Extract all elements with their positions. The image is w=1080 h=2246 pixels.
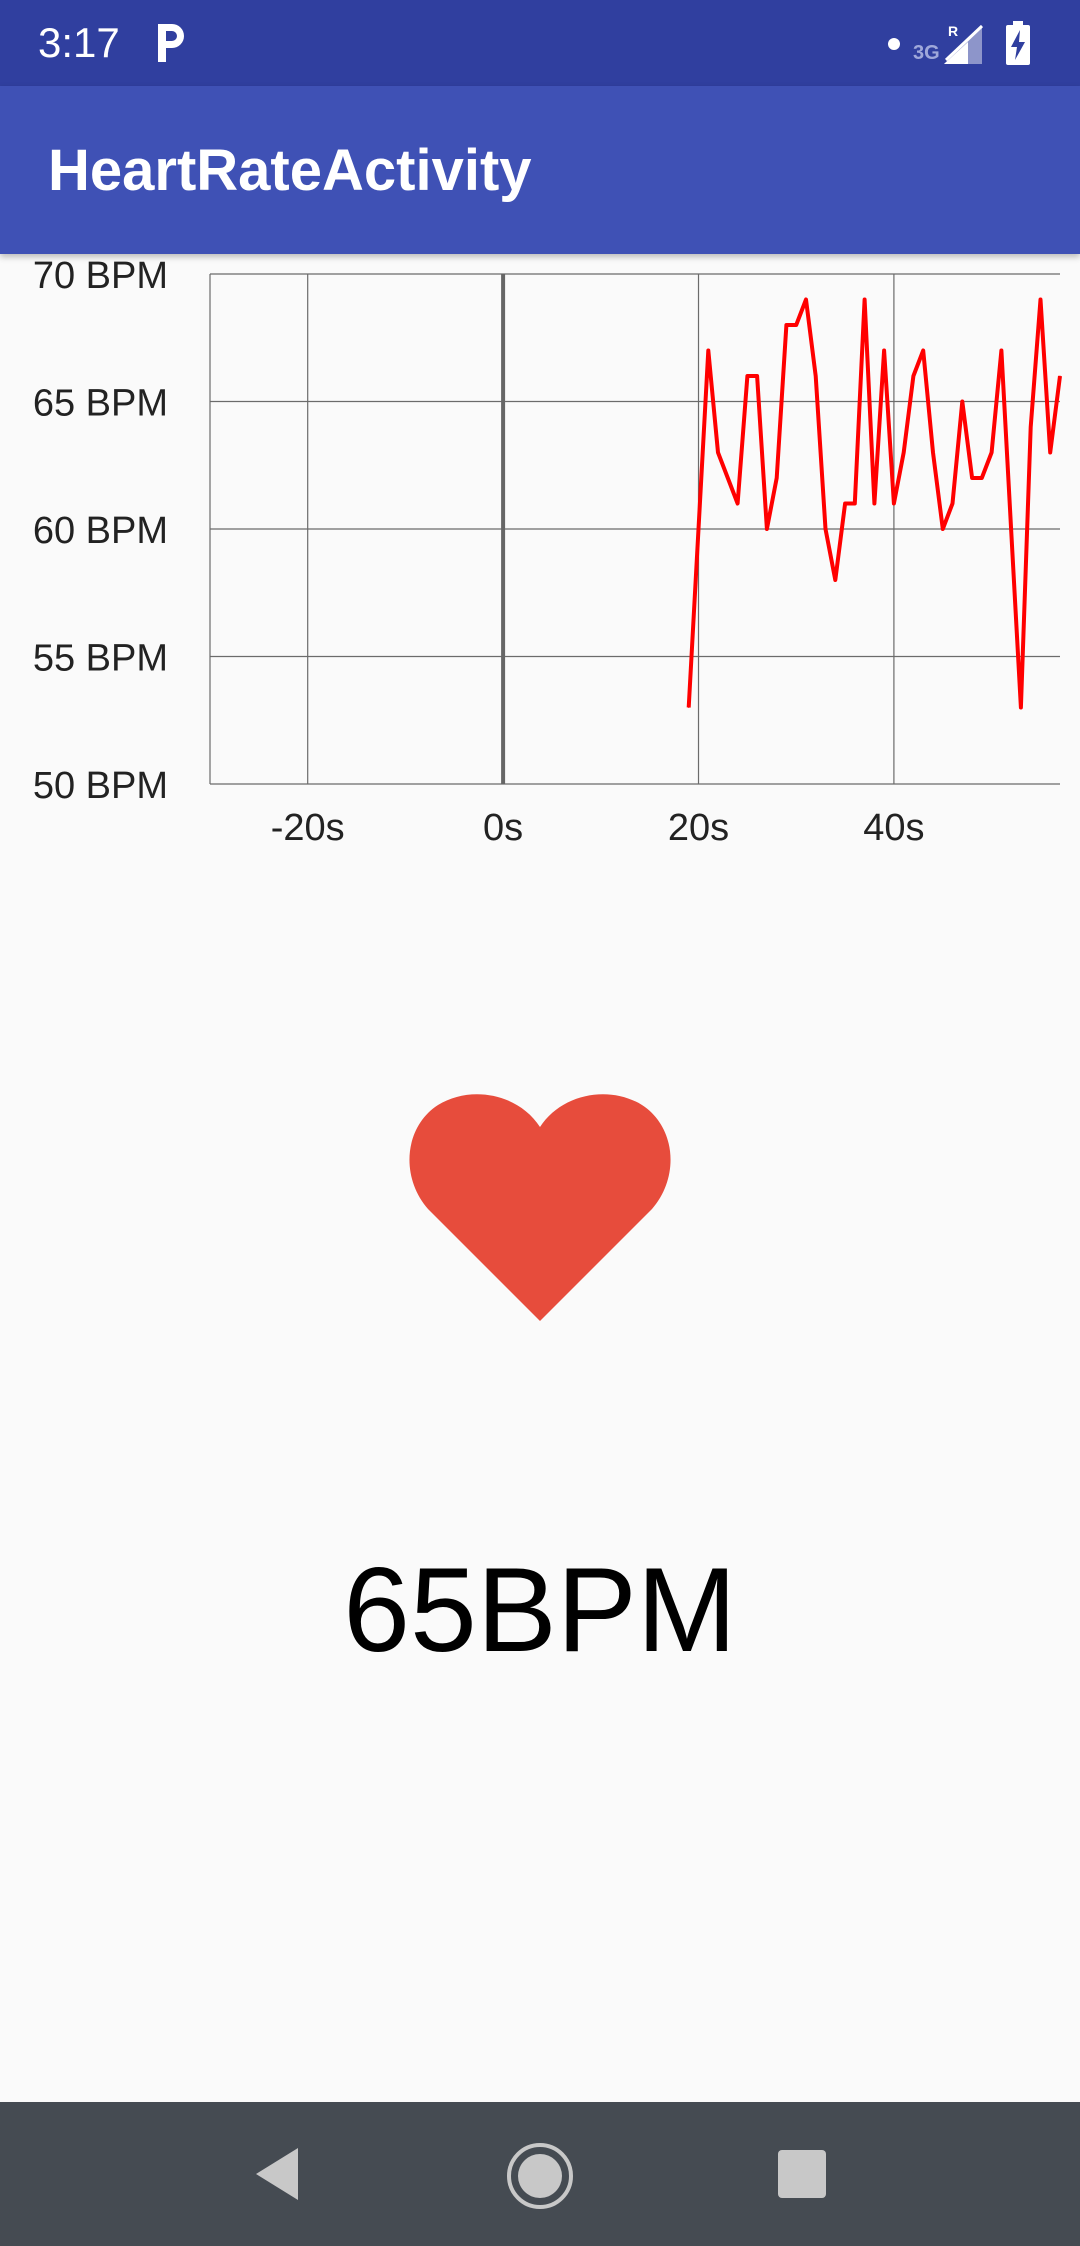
data-point	[1039, 299, 1041, 300]
data-point	[893, 503, 895, 504]
data-point	[952, 503, 954, 504]
data-point	[785, 324, 787, 326]
status-time: 3:17	[38, 19, 120, 66]
data-point	[873, 503, 875, 504]
data-point	[883, 350, 885, 351]
data-point	[805, 299, 807, 300]
data-point	[912, 375, 914, 377]
navigation-bar	[0, 2102, 1080, 2246]
recents-icon[interactable]	[764, 2136, 840, 2212]
data-point	[844, 503, 846, 504]
data-point	[717, 452, 719, 453]
x-tick-label: 0s	[483, 807, 523, 849]
data-point	[1020, 707, 1022, 708]
page-title: HeartRateActivity	[48, 138, 532, 203]
parking-icon	[158, 24, 184, 62]
data-point	[903, 452, 905, 453]
data-point	[971, 477, 973, 479]
data-point	[688, 707, 690, 708]
data-point	[766, 528, 768, 530]
data-point	[776, 477, 778, 479]
app-bar: HeartRateActivity	[0, 86, 1080, 254]
data-point	[1049, 452, 1051, 453]
battery-charging-icon	[1006, 21, 1030, 65]
data-point	[942, 528, 944, 530]
data-point	[746, 375, 748, 377]
data-point	[991, 452, 993, 453]
y-tick-label: 60 BPM	[33, 510, 168, 552]
signal-roaming-icon: R	[944, 23, 984, 64]
heart-icon	[409, 1094, 671, 1321]
heart-rate-chart-svg: 50 BPM 55 BPM 60 BPM 65 BPM 70 BPM -20s 0s 20s 4…	[33, 255, 1062, 849]
y-tick-label: 50 BPM	[33, 765, 168, 807]
data-point	[727, 477, 729, 479]
data-point	[854, 503, 856, 504]
network-type-label: 3G	[913, 42, 940, 64]
data-point	[1010, 528, 1012, 530]
home-icon[interactable]	[500, 2136, 580, 2216]
data-point	[1030, 426, 1032, 428]
data-point	[932, 452, 934, 453]
data-point	[707, 350, 709, 351]
x-tick-label: -20s	[271, 807, 345, 849]
data-point	[961, 401, 963, 402]
data-point	[825, 528, 827, 530]
data-point	[864, 299, 866, 300]
x-tick-label: 20s	[668, 807, 729, 849]
data-point	[981, 477, 983, 479]
data-point	[756, 375, 758, 377]
data-point	[1000, 350, 1002, 351]
y-tick-label: 65 BPM	[33, 383, 168, 425]
y-tick-label: 55 BPM	[33, 638, 168, 680]
status-bar: 3:17 3G R	[0, 0, 1080, 86]
notification-dot-icon	[888, 38, 900, 50]
data-point	[834, 579, 836, 581]
bpm-readout: 65BPM	[343, 1543, 737, 1677]
data-point	[1059, 375, 1061, 377]
heart-rate-chart: 50 BPM 55 BPM 60 BPM 65 BPM 70 BPM -20s 0s 20s 4…	[0, 255, 1080, 858]
data-point	[795, 324, 797, 326]
data-point	[737, 503, 739, 504]
x-tick-label: 40s	[863, 807, 924, 849]
y-tick-label: 70 BPM	[33, 258, 168, 297]
svg-text:R: R	[948, 23, 958, 39]
data-point	[698, 528, 700, 530]
data-point	[922, 350, 924, 351]
back-icon[interactable]	[240, 2136, 316, 2212]
data-point	[815, 375, 817, 377]
